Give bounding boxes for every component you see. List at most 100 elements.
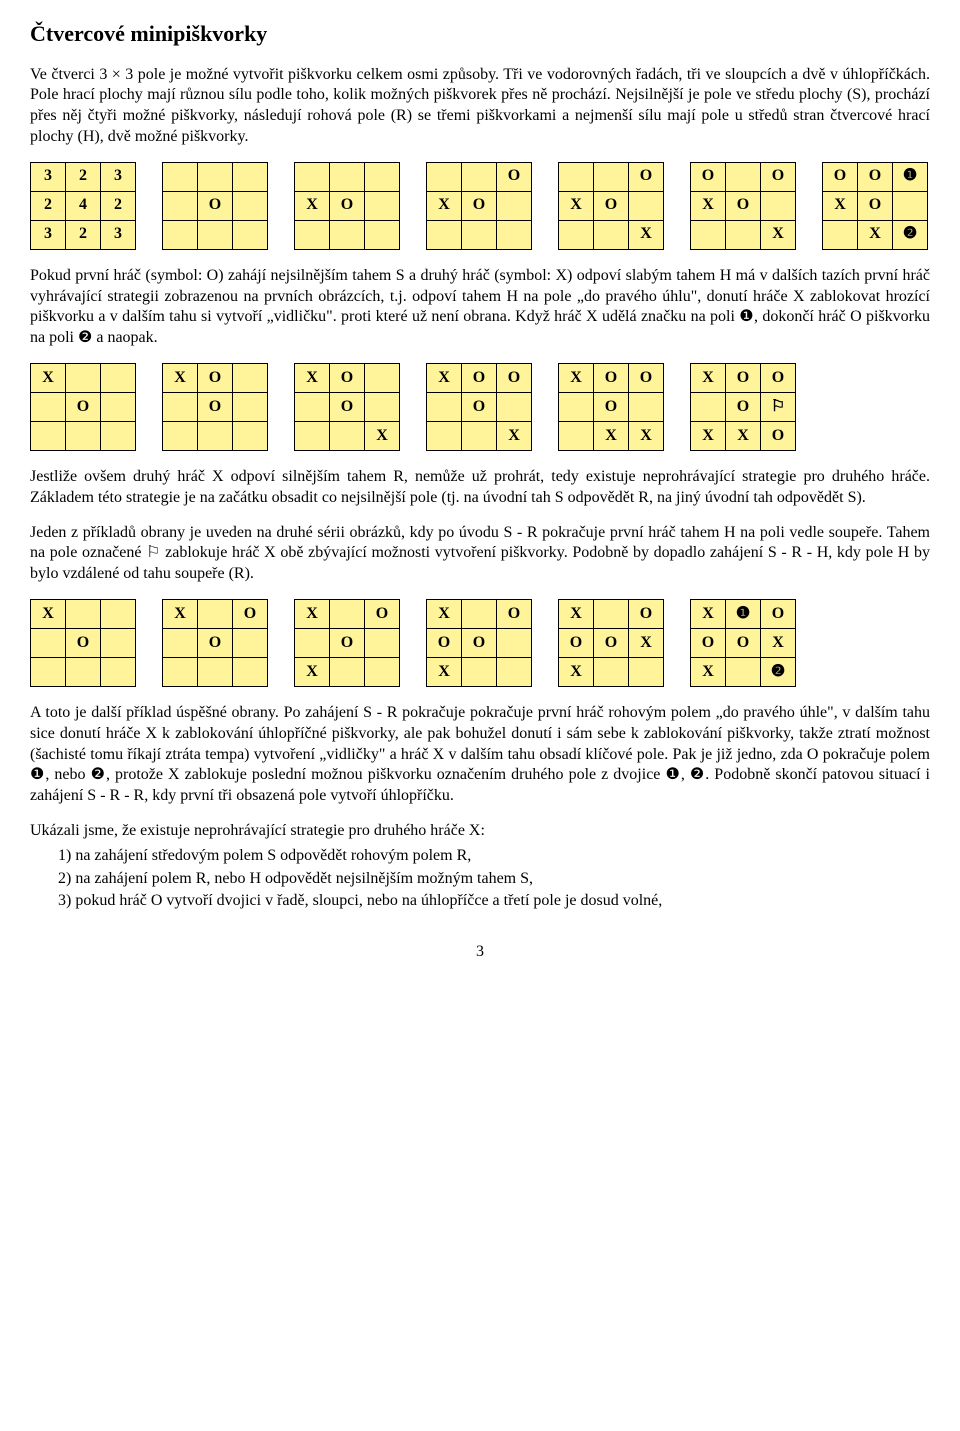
- grid-cell: 3: [101, 220, 136, 249]
- grid-cell: O: [330, 392, 365, 421]
- grid-cell: [295, 421, 330, 450]
- grid-cell: O: [594, 191, 629, 220]
- grid-cell: [101, 392, 136, 421]
- list-item: 2) na zahájení polem R, nebo H odpovědět…: [58, 869, 930, 890]
- tic-tac-toe-grid: XO: [30, 363, 136, 451]
- grid-cell: O: [497, 363, 532, 392]
- grid-cell: O: [198, 191, 233, 220]
- grid-cell: [726, 220, 761, 249]
- grid-cell: O: [330, 363, 365, 392]
- tic-tac-toe-grid: XO: [294, 162, 400, 250]
- grid-cell: X: [691, 191, 726, 220]
- grid-cell: [31, 657, 66, 686]
- grid-cell: [365, 628, 400, 657]
- tic-tac-toe-grid: XOOOX: [426, 599, 532, 687]
- grid-cell: [233, 628, 268, 657]
- grid-cell: [31, 628, 66, 657]
- grid-cell: O: [462, 191, 497, 220]
- grid-cell: [629, 191, 664, 220]
- grid-cell: O: [858, 191, 893, 220]
- paragraph-4: A toto je další příklad úspěšné obrany. …: [30, 703, 930, 807]
- grid-cell: X: [761, 628, 796, 657]
- paragraph-3b: Jeden z příkladů obrany je uveden na dru…: [30, 523, 930, 585]
- grid-cell: [233, 657, 268, 686]
- grid-cell: X: [31, 363, 66, 392]
- grid-cell: X: [691, 599, 726, 628]
- page-number: 3: [30, 942, 930, 963]
- page-title: Čtvercové minipiškvorky: [30, 20, 930, 49]
- grid-cell: O: [629, 162, 664, 191]
- grid-cell: [233, 363, 268, 392]
- grid-cell: X: [594, 421, 629, 450]
- grid-cell: 3: [31, 220, 66, 249]
- grid-cell: X: [427, 599, 462, 628]
- grid-cell: [365, 657, 400, 686]
- grid-cell: [497, 392, 532, 421]
- grid-cell: [101, 628, 136, 657]
- grid-cell: O: [233, 599, 268, 628]
- grid-cell: [31, 392, 66, 421]
- list-item: 3) pokud hráč O vytvoří dvojici v řadě, …: [58, 891, 930, 912]
- grid-cell: [101, 657, 136, 686]
- grid-row-b: XOXOOXOOXXOOOXXOOOXXXOOO⚐XXO: [30, 363, 930, 451]
- grid-cell: [594, 599, 629, 628]
- grid-cell: O: [198, 628, 233, 657]
- grid-cell: O: [761, 599, 796, 628]
- paragraph-1: Ve čtverci 3 × 3 pole je možné vytvořit …: [30, 65, 930, 148]
- grid-cell: [462, 220, 497, 249]
- paragraph-2: Pokud první hráč (symbol: O) zahájí nejs…: [30, 266, 930, 349]
- grid-cell: 3: [31, 162, 66, 191]
- grid-cell: X: [427, 191, 462, 220]
- grid-row-c: XOXOOXOOXXOOOXXOOOXXX❶OOOXX❷: [30, 599, 930, 687]
- tic-tac-toe-grid: OXO: [426, 162, 532, 250]
- grid-cell: O: [629, 599, 664, 628]
- grid-cell: [163, 191, 198, 220]
- tic-tac-toe-grid: O: [162, 162, 268, 250]
- grid-cell: [233, 392, 268, 421]
- tic-tac-toe-grid: XOOX: [294, 363, 400, 451]
- strategy-list: 1) na zahájení středovým polem S odpověd…: [30, 846, 930, 912]
- grid-cell: X: [691, 657, 726, 686]
- grid-cell: [233, 220, 268, 249]
- tic-tac-toe-grid: XO: [30, 599, 136, 687]
- grid-cell: [594, 657, 629, 686]
- grid-cell: [559, 162, 594, 191]
- grid-cell: O: [726, 363, 761, 392]
- grid-cell: [497, 220, 532, 249]
- grid-cell: O: [330, 191, 365, 220]
- grid-cell: [295, 392, 330, 421]
- grid-cell: O: [462, 628, 497, 657]
- grid-cell: [163, 392, 198, 421]
- grid-cell: X: [559, 191, 594, 220]
- grid-cell: X: [163, 363, 198, 392]
- grid-cell: O: [691, 162, 726, 191]
- grid-cell: O: [462, 392, 497, 421]
- grid-cell: X: [365, 421, 400, 450]
- grid-cell: 3: [101, 162, 136, 191]
- grid-cell: [295, 220, 330, 249]
- grid-cell: [691, 392, 726, 421]
- grid-cell: [163, 220, 198, 249]
- grid-cell: [761, 191, 796, 220]
- grid-cell: [163, 162, 198, 191]
- grid-cell: [163, 657, 198, 686]
- grid-cell: [233, 162, 268, 191]
- grid-cell: [163, 421, 198, 450]
- grid-cell: X: [295, 191, 330, 220]
- grid-cell: [726, 657, 761, 686]
- grid-cell: 2: [66, 220, 101, 249]
- grid-cell: O: [761, 421, 796, 450]
- grid-cell: [198, 421, 233, 450]
- tic-tac-toe-grid: OOXOX: [690, 162, 796, 250]
- grid-cell: X: [427, 363, 462, 392]
- grid-cell: X: [691, 421, 726, 450]
- grid-cell: [427, 421, 462, 450]
- grid-cell: [365, 392, 400, 421]
- grid-cell: [497, 628, 532, 657]
- grid-cell: [66, 657, 101, 686]
- grid-cell: [101, 421, 136, 450]
- grid-cell: X: [858, 220, 893, 249]
- tic-tac-toe-grid: XOOO⚐XXO: [690, 363, 796, 451]
- grid-cell: O: [330, 628, 365, 657]
- grid-cell: [893, 191, 928, 220]
